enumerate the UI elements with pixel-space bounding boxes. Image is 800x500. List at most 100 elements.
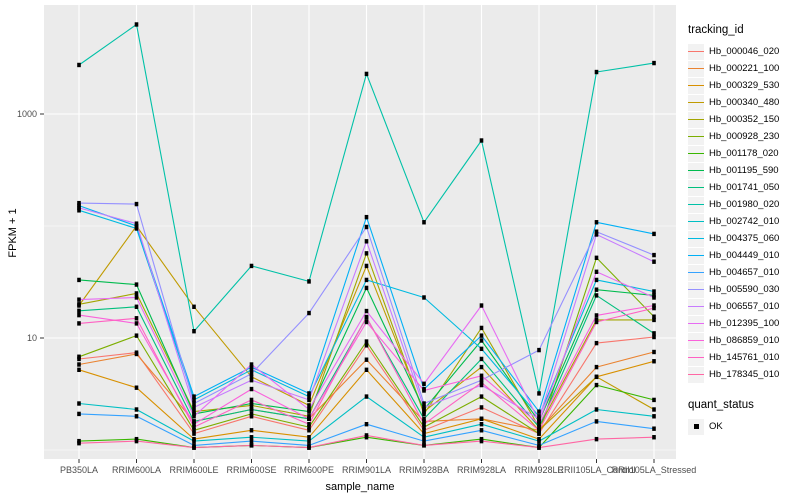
data-point [307,310,311,316]
data-point [422,295,426,300]
data-point [479,416,484,421]
data-point [422,424,426,430]
legend-item-label: Hb_000340_480 [709,97,780,108]
y-tick-label: 1000 [17,109,37,119]
data-point [77,62,81,68]
data-point [652,305,656,311]
data-point [77,441,81,446]
legend-item-label: Hb_000928_230 [709,131,780,142]
legend-key-line-icon [688,230,704,247]
data-point [249,428,254,433]
data-point [479,405,484,410]
data-point [652,259,656,264]
legend-items: Hb_000046_020 Hb_000221_100 Hb_000329_530 H… [688,43,800,383]
data-point [422,421,426,427]
legend-item-label: Hb_145761_010 [709,352,780,363]
data-point [192,431,196,436]
legend-key-line-icon [688,264,704,281]
data-point [537,416,541,421]
x-tick-label: RRIM928LA [457,465,506,475]
legend-item-label: Hb_006557_010 [709,301,780,312]
legend-item-Hb_000046_020: Hb_000046_020 [688,43,800,60]
data-point [249,407,254,412]
data-point [307,279,311,284]
data-point [77,354,81,359]
data-point [192,409,196,414]
data-point [249,364,254,370]
data-point [77,205,81,211]
data-point [307,435,311,440]
data-point [77,321,81,326]
data-point [134,291,139,296]
legend-item-label: Hb_086859_010 [709,335,780,346]
y-tick-label: 10 [27,333,37,343]
data-point [652,314,656,319]
data-point [134,438,139,444]
legend-title-tracking-id: tracking_id [688,24,744,36]
data-point [594,374,599,380]
legend-key-line-icon [688,179,704,196]
legend-item-Hb_000340_480: Hb_000340_480 [688,94,800,111]
data-point [134,351,139,357]
legend-item-label: Hb_001178_020 [709,148,779,159]
data-point [307,391,311,396]
legend-item-label: Hb_012395_100 [709,318,780,329]
data-point [307,445,311,450]
data-point [652,303,656,308]
data-point [537,443,541,448]
data-point [77,208,81,213]
data-point [594,69,599,75]
legend-item-label: Hb_178345_010 [709,369,780,380]
data-point [77,277,81,283]
data-point [422,220,426,225]
data-point [134,304,139,309]
data-point [364,367,369,373]
legend-item-label: Hb_000221_100 [709,63,780,74]
data-point [307,416,311,421]
data-point [537,445,541,450]
data-point [307,428,311,433]
data-point [192,443,196,448]
data-point [364,433,369,438]
data-point [652,295,656,300]
data-point [307,407,311,412]
data-point [249,397,254,403]
data-point [652,349,656,355]
legend-key-line-icon [688,128,704,145]
data-point [422,435,426,440]
y-axis-title: FPKM + 1 [7,208,19,258]
data-point [134,221,139,226]
legend-key-line-icon [688,213,704,230]
legend-item-label: Hb_002742_010 [709,216,780,227]
data-point [77,308,81,313]
legend-item-Hb_002742_010: Hb_002742_010 [688,213,800,230]
data-point [307,443,311,448]
legend-key-line-icon [688,298,704,315]
legend-item-Hb_178345_010: Hb_178345_010 [688,366,800,383]
data-point [77,362,81,367]
data-point [537,391,541,396]
data-point [422,443,426,448]
data-point [479,394,484,399]
data-point [422,405,426,410]
data-point [364,339,369,344]
legend-key-line-icon [688,60,704,77]
data-point [594,277,599,283]
data-point [652,334,656,340]
data-point [77,401,81,406]
legend-item-label: Hb_000352_150 [709,114,780,125]
data-point [192,419,196,424]
data-point [77,203,81,208]
legend-item-Hb_000352_150: Hb_000352_150 [688,111,800,128]
legend-key-line-icon [688,332,704,349]
legend-item-Hb_000329_530: Hb_000329_530 [688,77,800,94]
data-point [192,438,196,444]
data-point [537,438,541,444]
data-point [422,416,426,421]
legend-item-label: Hb_001195_590 [709,165,779,176]
legend-key-line-icon [688,94,704,111]
legend-item-label: Hb_000046_020 [709,46,780,57]
data-point [192,411,196,417]
data-point [364,224,369,230]
